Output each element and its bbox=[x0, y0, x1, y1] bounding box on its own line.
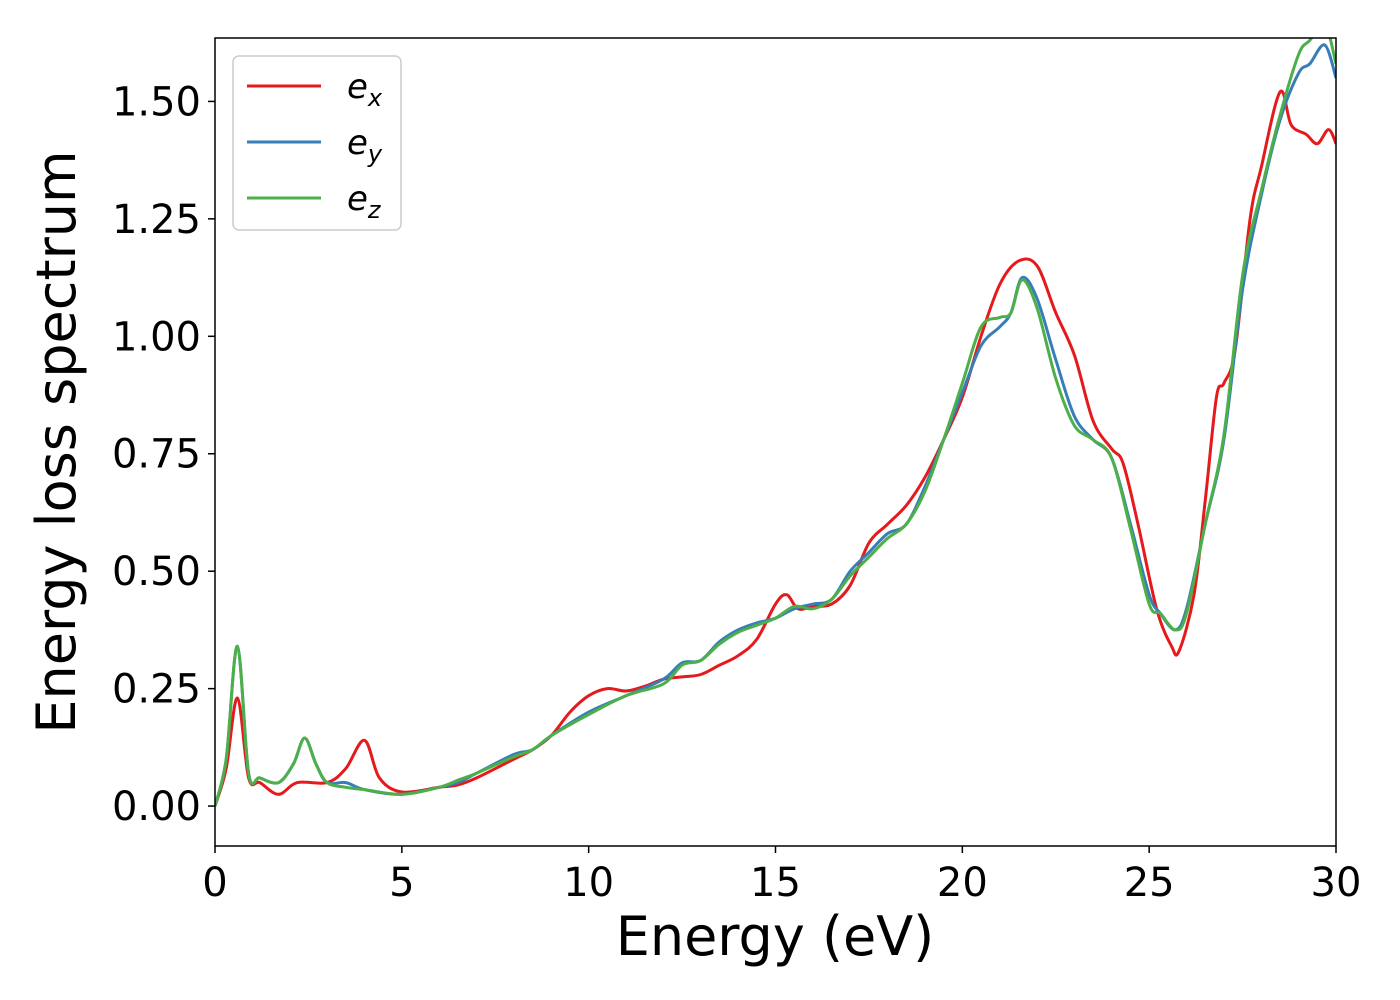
x-tick-label: 15 bbox=[750, 860, 801, 906]
y-tick-label: 1.50 bbox=[112, 79, 201, 125]
legend-label-subscript: z bbox=[367, 196, 382, 224]
legend-label-base: e bbox=[347, 123, 368, 163]
x-axis-title: Energy (eV) bbox=[616, 905, 935, 968]
y-tick-label: 0.50 bbox=[112, 549, 201, 595]
y-tick-label: 1.00 bbox=[112, 314, 201, 360]
x-tick-label: 20 bbox=[937, 860, 988, 906]
x-tick-label: 0 bbox=[202, 860, 227, 906]
y-tick-label: 0.25 bbox=[112, 667, 201, 713]
y-tick-label: 0.00 bbox=[112, 784, 201, 830]
x-tick-label: 10 bbox=[563, 860, 614, 906]
x-tick-label: 30 bbox=[1311, 860, 1362, 906]
series-line-ez bbox=[215, 38, 1336, 807]
x-tick-label: 5 bbox=[389, 860, 414, 906]
y-tick-label: 0.75 bbox=[112, 432, 201, 478]
x-axis-ticks: 0 5 10 15 20 25 30 bbox=[202, 846, 1361, 906]
legend-label-base: e bbox=[347, 179, 368, 219]
legend-label-ey: ey bbox=[347, 123, 383, 168]
y-axis-title: Energy loss spectrum bbox=[25, 150, 88, 733]
x-tick-label: 25 bbox=[1124, 860, 1175, 906]
legend-label-base: e bbox=[347, 67, 368, 107]
y-tick-label: 1.25 bbox=[112, 197, 201, 243]
legend-label-subscript: x bbox=[367, 84, 383, 112]
legend-label-ex: ex bbox=[347, 67, 383, 112]
series-layer bbox=[215, 38, 1336, 807]
legend-label-ez: ez bbox=[347, 179, 382, 224]
series-line-ex bbox=[215, 89, 1336, 807]
legend-label-subscript: y bbox=[367, 140, 383, 168]
y-axis-ticks: 0.00 0.25 0.50 0.75 1.00 1.25 1.50 bbox=[112, 79, 215, 830]
